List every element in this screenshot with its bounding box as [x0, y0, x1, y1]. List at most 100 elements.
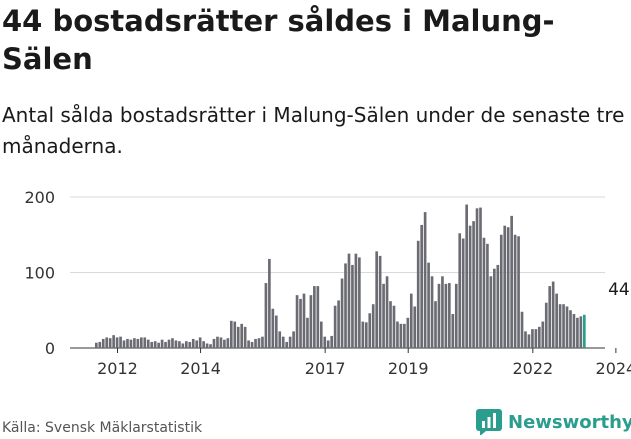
bar	[316, 286, 320, 348]
chart-subtitle: Antal sålda bostadsrätter i Malung-Sälen…	[2, 103, 625, 158]
brand-logo[interactable]: Newsworthy	[476, 406, 631, 438]
bar	[409, 293, 413, 348]
bar	[323, 336, 327, 348]
bar	[358, 257, 361, 348]
bar	[583, 314, 586, 348]
bar	[150, 341, 154, 348]
newsworthy-logo-icon	[476, 409, 502, 435]
bar	[129, 339, 133, 348]
bar	[216, 336, 219, 348]
bar	[326, 340, 330, 348]
bar	[219, 337, 223, 348]
bar	[188, 341, 192, 348]
bar	[503, 225, 507, 348]
bar	[496, 264, 500, 348]
bar	[524, 331, 527, 348]
bar	[489, 276, 493, 348]
bar	[119, 336, 122, 348]
bar	[354, 253, 358, 349]
bar	[351, 264, 354, 348]
bar	[95, 342, 98, 348]
bars	[95, 204, 586, 349]
bar	[572, 314, 576, 348]
bar	[493, 268, 496, 348]
bar	[430, 276, 434, 348]
bar	[482, 237, 486, 348]
bar	[295, 295, 299, 348]
bar	[281, 336, 285, 348]
bar	[444, 283, 448, 348]
bar	[368, 313, 372, 348]
bar	[198, 337, 202, 348]
bar	[389, 301, 392, 348]
bar	[538, 326, 541, 348]
bar	[157, 342, 160, 348]
bar	[361, 321, 365, 348]
bar	[164, 341, 167, 348]
bar	[236, 326, 240, 348]
bar	[171, 338, 174, 348]
bar	[513, 234, 517, 348]
bar	[420, 224, 423, 348]
bar	[174, 340, 178, 348]
y-tick-label: 0	[45, 339, 55, 358]
bar	[347, 253, 351, 349]
bar	[212, 338, 216, 348]
bar	[261, 336, 264, 348]
x-tick-label: 2012	[97, 359, 138, 378]
bar	[223, 339, 226, 348]
bar	[115, 337, 119, 348]
bar	[302, 293, 306, 348]
bar	[268, 258, 271, 348]
bar	[254, 338, 257, 348]
bar	[205, 343, 209, 348]
bar	[306, 317, 309, 348]
bar	[133, 338, 136, 348]
bar	[451, 314, 455, 348]
bar	[226, 338, 230, 348]
bar	[382, 283, 385, 348]
bar	[274, 315, 278, 348]
bar	[319, 321, 323, 348]
bar	[278, 331, 282, 348]
x-tick-label: 2014	[180, 359, 221, 378]
bar	[143, 337, 147, 348]
bar	[330, 335, 334, 348]
bar	[184, 341, 188, 348]
bar	[486, 243, 489, 348]
source-note: Källa: Svensk Mäklarstatistik	[2, 420, 203, 436]
annotation-group: 44	[608, 280, 630, 300]
bar	[441, 276, 444, 348]
bar	[313, 286, 316, 348]
bar	[468, 225, 472, 348]
bar	[167, 339, 171, 348]
bar	[541, 321, 545, 348]
bar	[534, 329, 538, 349]
bar	[126, 338, 129, 348]
bar	[292, 331, 295, 348]
bar	[257, 338, 261, 348]
y-tick-label: 100	[24, 264, 55, 283]
bar	[271, 308, 275, 348]
bar	[479, 207, 482, 348]
x-tick-label: 2019	[388, 359, 429, 378]
bar	[243, 326, 247, 348]
bar	[454, 283, 458, 348]
bar	[475, 208, 479, 348]
bar	[406, 317, 410, 348]
bar	[181, 343, 185, 348]
bar	[101, 338, 105, 348]
bar	[178, 341, 181, 348]
bar	[510, 215, 513, 349]
bar	[264, 283, 268, 348]
brand-label: Newsworthy	[508, 411, 631, 433]
bar	[337, 300, 340, 348]
bar	[378, 255, 382, 348]
bar	[517, 236, 520, 348]
bar	[136, 338, 140, 348]
bar	[153, 341, 157, 348]
bar	[240, 323, 244, 348]
bar	[371, 304, 375, 348]
